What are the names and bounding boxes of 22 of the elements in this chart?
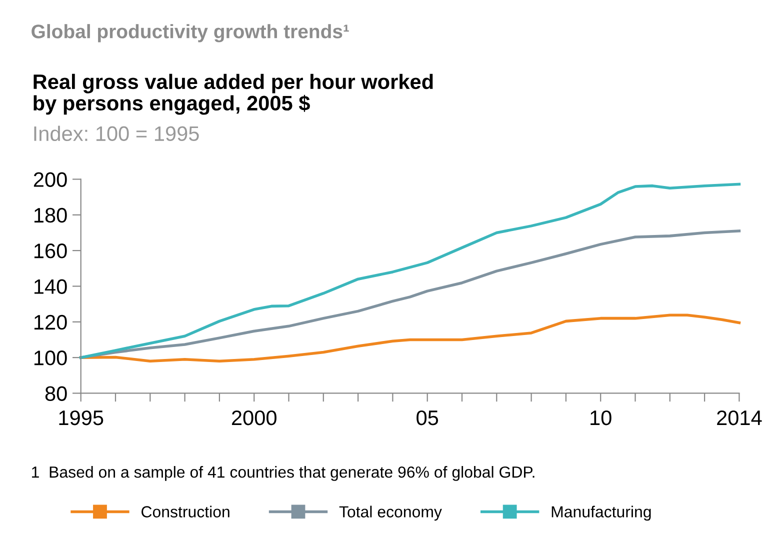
x-tick-label: 1995 <box>59 410 104 426</box>
y-tick-label: 120 <box>34 314 67 330</box>
x-tick-label: 10 <box>590 410 612 426</box>
y-tick-label: 100 <box>34 350 67 366</box>
x-tick-label: 2014 <box>717 410 762 426</box>
chart-subtitle: Real gross value added per hour worked by persons engaged, 2005 $ <box>34 74 433 115</box>
legend-label: Construction <box>142 506 230 518</box>
chart-title: Global productivity growth trends¹ <box>32 24 349 42</box>
x-tick-label: 05 <box>416 410 438 426</box>
line-series <box>79 230 741 359</box>
legend-label: Manufacturing <box>552 506 651 521</box>
y-tick-label: 160 <box>34 244 67 258</box>
line-series <box>79 182 741 359</box>
x-tick-label: 2000 <box>232 410 276 426</box>
y-tick-label: 80 <box>45 386 67 401</box>
text: 1 Based on a sample of 41 countries that generate 96% of global GDP. <box>32 466 534 481</box>
line-series <box>79 314 741 363</box>
legend-label: Total economy <box>339 506 442 521</box>
y-tick-label: 200 <box>34 172 67 187</box>
y-tick-label: 140 <box>34 279 67 294</box>
y-axis-title: Index: 100 = 1995 <box>34 126 199 142</box>
y-tick-label: 180 <box>34 208 67 223</box>
